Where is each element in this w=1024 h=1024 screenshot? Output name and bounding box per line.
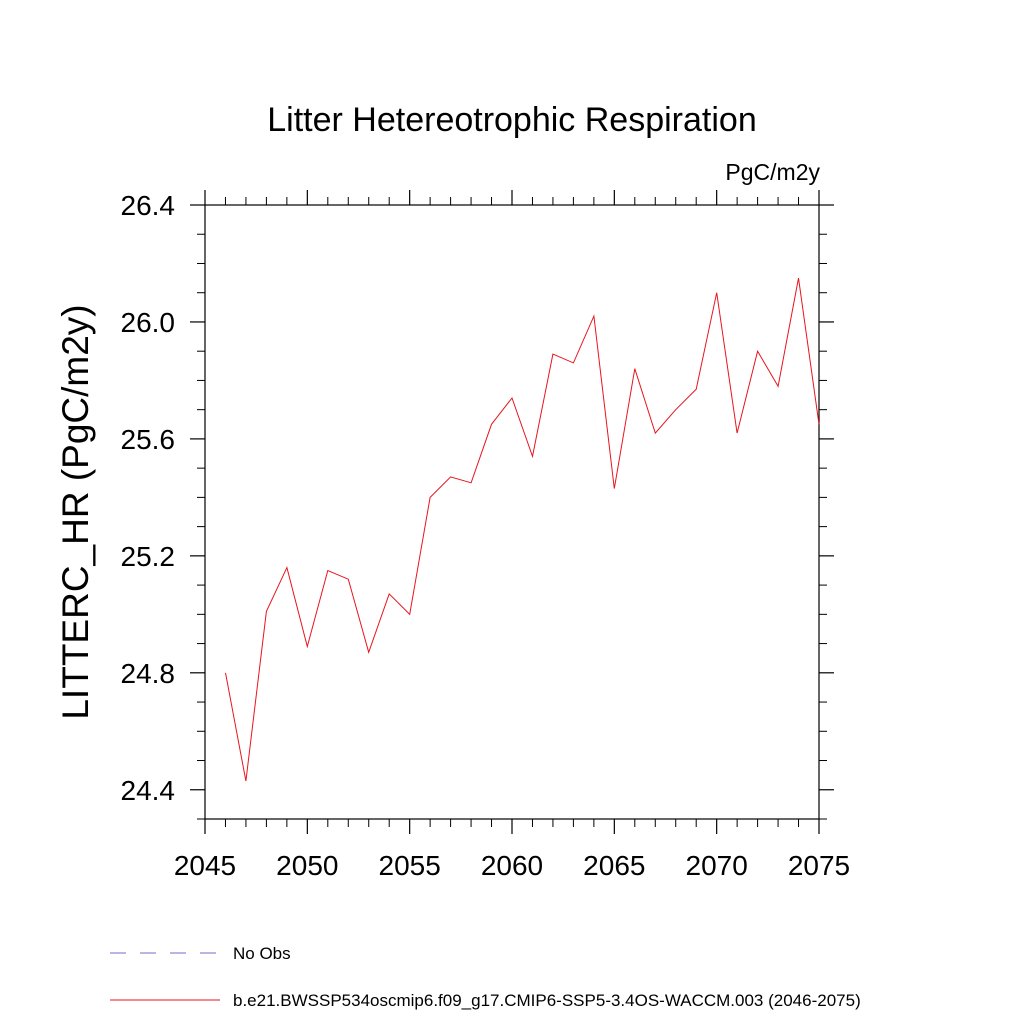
x-tick-label-2075: 2075	[788, 850, 850, 881]
legend-label-model: b.e21.BWSSP534oscmip6.f09_g17.CMIP6-SSP5…	[233, 991, 861, 1010]
chart-title: Litter Hetereotrophic Respiration	[267, 101, 756, 139]
y-tick-label-24.8: 24.8	[121, 658, 176, 689]
legend: No Obs b.e21.BWSSP534oscmip6.f09_g17.CMI…	[110, 944, 861, 1010]
series-line-waccm	[225, 278, 820, 782]
legend-label-no-obs: No Obs	[233, 944, 291, 963]
y-axis-label: LITTERC_HR (PgC/m2y)	[55, 304, 96, 719]
x-tick-label-2065: 2065	[583, 850, 645, 881]
x-tick-label-2060: 2060	[481, 850, 543, 881]
y-tick-label-25.2: 25.2	[121, 541, 176, 572]
axis-tick-labels: 2045 2050 2055 2060 2065 2070 2075 24.4 24.8 25.2…	[121, 190, 851, 881]
axis-ticks	[190, 190, 834, 834]
y-tick-label-26.4: 26.4	[121, 190, 176, 221]
x-tick-label-2055: 2055	[379, 850, 441, 881]
x-tick-label-2050: 2050	[276, 850, 338, 881]
y-tick-label-26.0: 26.0	[121, 307, 176, 338]
plot-frame	[204, 204, 820, 820]
x-tick-label-2070: 2070	[686, 850, 748, 881]
x-tick-label-2045: 2045	[174, 850, 236, 881]
y-tick-label-24.4: 24.4	[121, 775, 176, 806]
y-tick-label-25.6: 25.6	[121, 424, 176, 455]
plot-area: 2045 2050 2055 2060 2065 2070 2075 24.4 24.8 25.2…	[121, 190, 851, 881]
units-label: PgC/m2y	[725, 159, 820, 185]
